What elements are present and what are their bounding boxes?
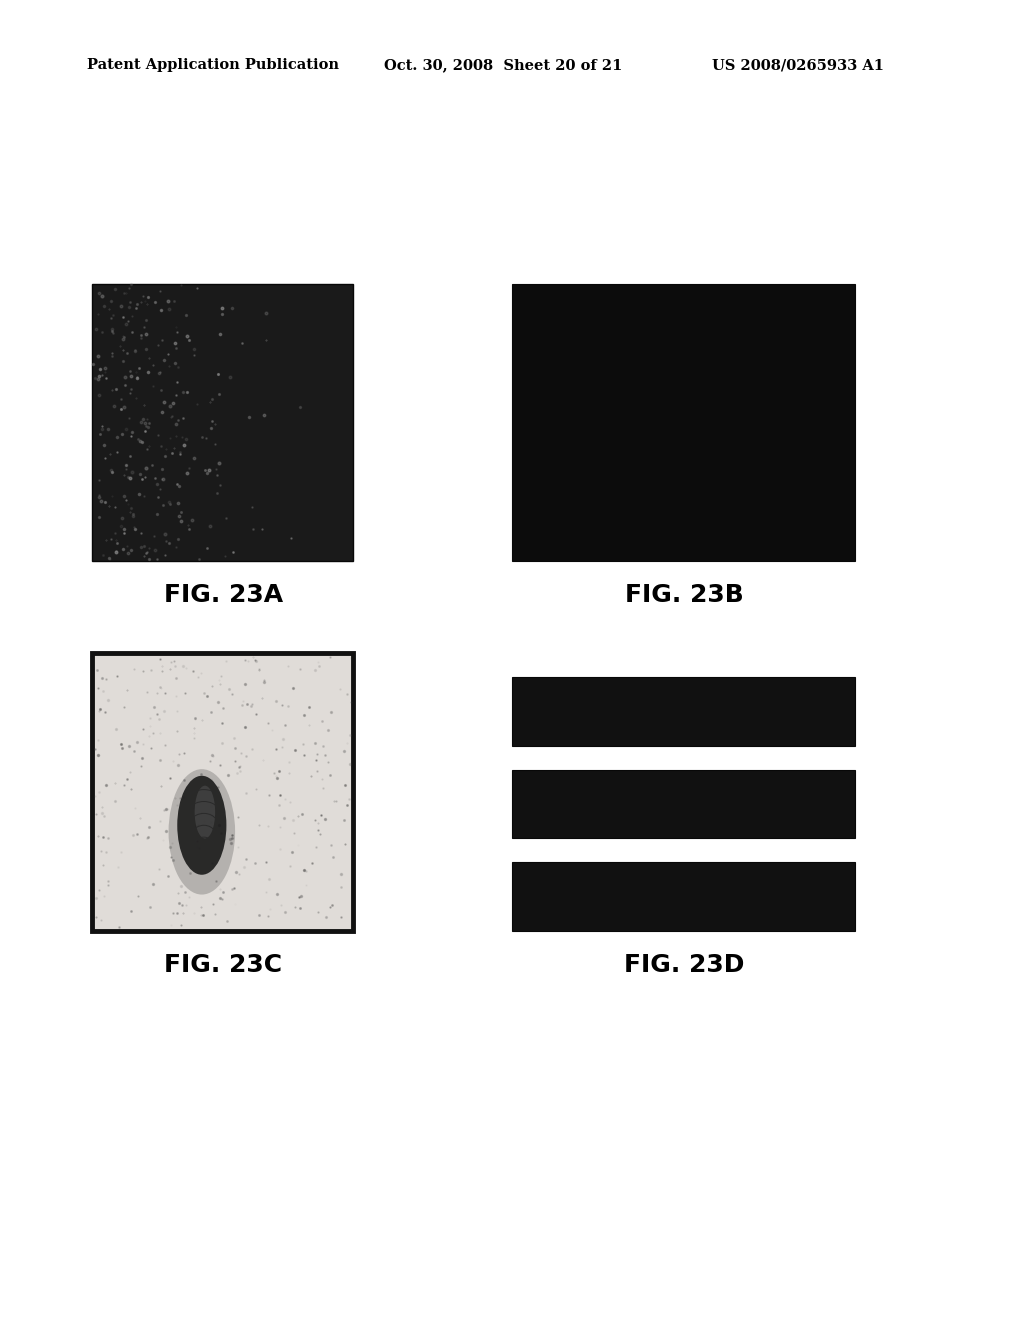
Text: Patent Application Publication: Patent Application Publication (87, 58, 339, 73)
Bar (512, 677, 855, 746)
Text: FIG. 23C: FIG. 23C (164, 953, 283, 977)
Text: Oct. 30, 2008  Sheet 20 of 21: Oct. 30, 2008 Sheet 20 of 21 (384, 58, 623, 73)
Bar (512, 770, 855, 838)
Text: FIG. 23D: FIG. 23D (624, 953, 744, 977)
Ellipse shape (177, 776, 226, 875)
Bar (512, 862, 855, 931)
Text: FIG. 23A: FIG. 23A (164, 583, 283, 607)
Ellipse shape (195, 785, 215, 838)
Bar (92, 653, 353, 931)
Text: FIG. 23B: FIG. 23B (625, 583, 743, 607)
Bar (512, 284, 855, 561)
Bar (92, 284, 353, 561)
Ellipse shape (169, 770, 236, 895)
Text: US 2008/0265933 A1: US 2008/0265933 A1 (712, 58, 884, 73)
